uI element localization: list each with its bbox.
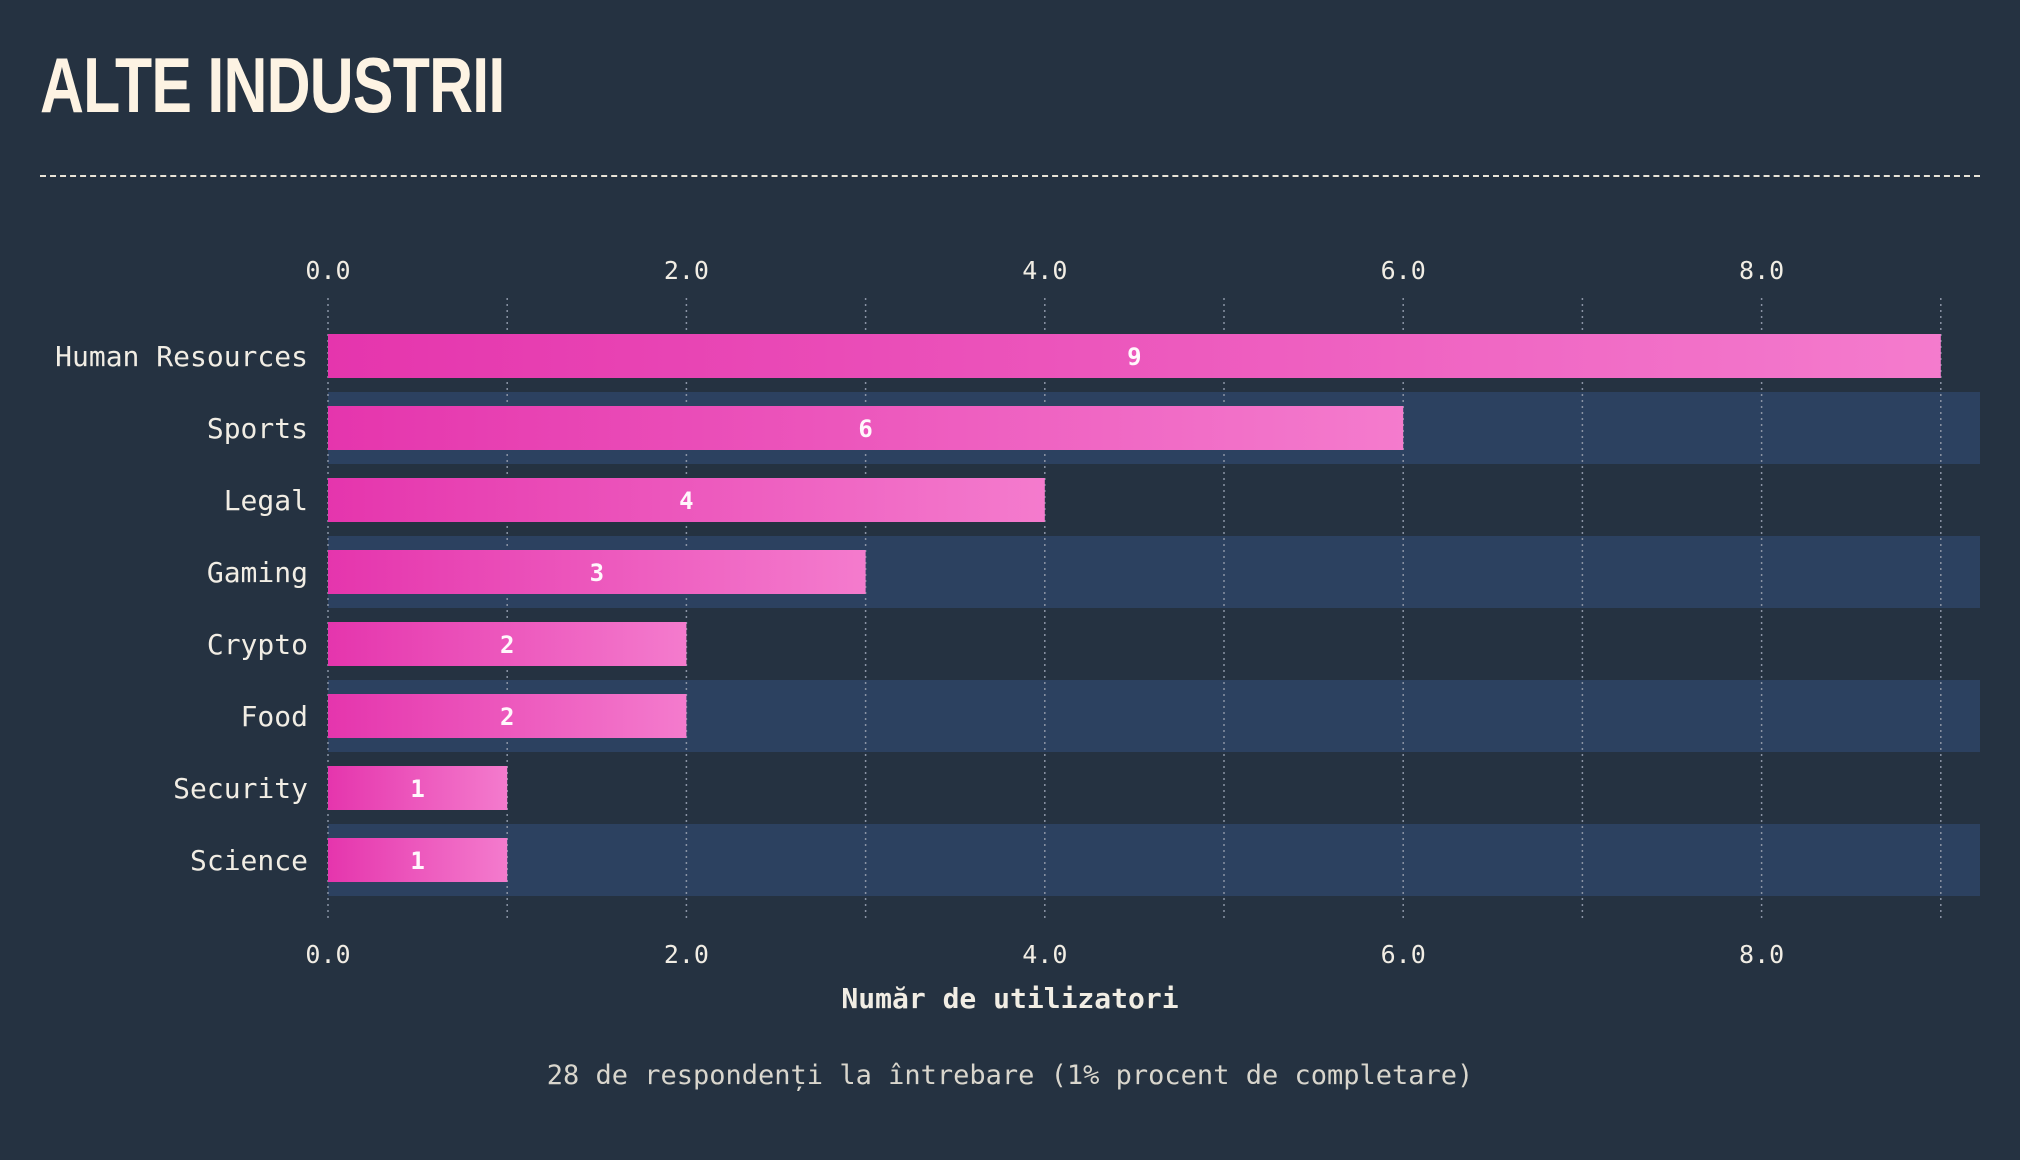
bar-value-label: 1 <box>410 847 424 875</box>
x-tick-label-bottom: 4.0 <box>1022 940 1067 969</box>
category-label: Science <box>190 844 308 877</box>
bar <box>328 694 687 738</box>
x-tick-label-top: 8.0 <box>1739 256 1784 285</box>
category-label: Crypto <box>207 628 308 661</box>
x-axis-top-ticks: 0.0 2.0 4.0 6.0 8.0 <box>305 256 1784 285</box>
bar <box>328 766 508 810</box>
title-divider <box>40 175 1980 177</box>
x-tick-label-top: 6.0 <box>1381 256 1426 285</box>
bar-chart: 9 6 4 3 2 2 1 1 Human Resources Sports Legal Gamin… <box>55 256 1980 1015</box>
bar <box>328 550 866 594</box>
x-tick-label-top: 4.0 <box>1022 256 1067 285</box>
response-caption: 28 de respondenți la întrebare (1% proce… <box>546 1060 1474 1091</box>
x-tick-label-bottom: 6.0 <box>1381 940 1426 969</box>
bar-value-label: 4 <box>679 487 693 515</box>
grid-lines <box>327 298 1942 922</box>
x-axis-label: Număr de utilizatori <box>841 982 1178 1015</box>
category-label: Food <box>241 700 308 733</box>
row-band <box>328 824 1980 896</box>
bar-value-label: 1 <box>410 775 424 803</box>
bar-value-label: 6 <box>858 415 872 443</box>
bar-value-label: 9 <box>1127 343 1141 371</box>
x-axis-bottom-ticks: 0.0 2.0 4.0 6.0 8.0 <box>305 940 1784 969</box>
category-label: Legal <box>224 484 308 517</box>
x-tick-label-top: 0.0 <box>305 256 350 285</box>
bar-value-label: 2 <box>500 703 514 731</box>
bar <box>328 334 1941 378</box>
category-labels: Human Resources Sports Legal Gaming Crypto Fo… <box>55 340 308 877</box>
bars: 9 6 4 3 2 2 1 1 <box>328 334 1941 882</box>
x-tick-label-top: 2.0 <box>664 256 709 285</box>
bar-value-label: 3 <box>590 559 604 587</box>
bar <box>328 406 1404 450</box>
category-label: Gaming <box>207 556 308 589</box>
category-label: Human Resources <box>55 340 308 373</box>
bar-value-label: 2 <box>500 631 514 659</box>
bar <box>328 622 687 666</box>
category-label: Security <box>173 772 308 805</box>
x-tick-label-bottom: 0.0 <box>305 940 350 969</box>
bar <box>328 478 1045 522</box>
x-tick-label-bottom: 2.0 <box>664 940 709 969</box>
category-label: Sports <box>207 412 308 445</box>
row-bands <box>328 392 1980 896</box>
page-title: ALTE INDUSTRII <box>40 41 505 129</box>
bar <box>328 838 508 882</box>
x-tick-label-bottom: 8.0 <box>1739 940 1784 969</box>
